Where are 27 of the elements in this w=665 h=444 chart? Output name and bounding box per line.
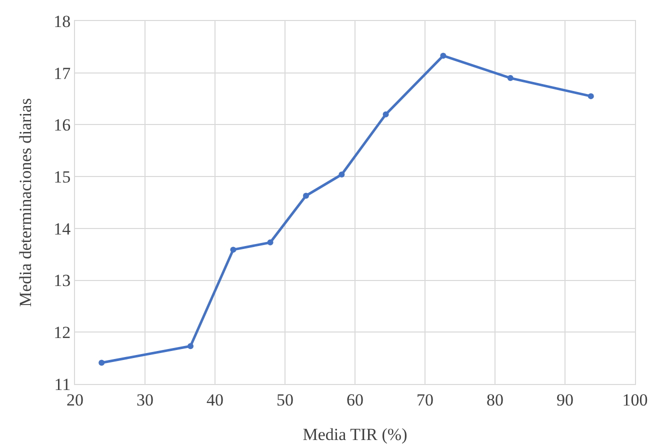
y-tick-label: 17 (54, 64, 72, 83)
y-tick-label: 12 (54, 323, 71, 342)
x-tick-label: 60 (346, 390, 364, 410)
x-tick-label: 90 (556, 390, 574, 410)
x-tick-label: 100 (622, 390, 648, 410)
point (382, 111, 389, 118)
y-tick-label: 13 (54, 271, 71, 290)
x-tick-label: 40 (206, 390, 224, 410)
point (267, 239, 274, 246)
x-tick-label: 80 (486, 390, 504, 410)
y-tick-label: 14 (54, 219, 72, 238)
point (588, 93, 594, 100)
x-axis-title: Media TIR (%) (302, 425, 408, 444)
y-tick-label: 16 (54, 116, 71, 135)
point (230, 246, 236, 253)
point (338, 172, 345, 178)
point (507, 75, 514, 82)
point (98, 360, 105, 366)
point (303, 192, 309, 199)
x-tick-label: 50 (276, 390, 294, 410)
x-tick-label: 70 (416, 390, 434, 410)
y-axis-title: Media determinaciones diarias (16, 98, 35, 307)
y-tick-label: 18 (54, 12, 71, 31)
x-tick-label: 30 (136, 390, 154, 410)
point (440, 52, 446, 59)
y-tick-label: 15 (54, 168, 71, 187)
point (188, 343, 194, 350)
